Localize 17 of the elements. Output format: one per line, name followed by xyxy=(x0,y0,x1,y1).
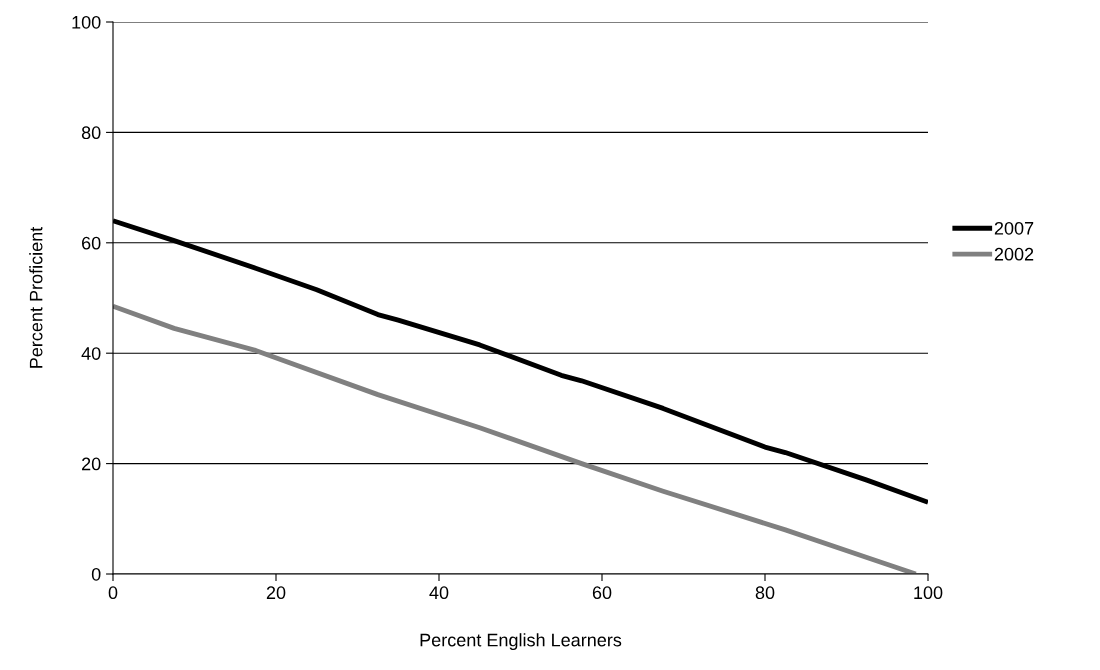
x-tick-label: 80 xyxy=(755,586,775,600)
y-tick-label: 100 xyxy=(72,15,101,29)
y-tick-label: 60 xyxy=(82,236,101,250)
x-tick-label: 40 xyxy=(429,586,449,600)
x-axis-title: Percent English Learners xyxy=(420,633,622,651)
y-axis-title: Percent Proficient xyxy=(29,226,43,368)
legend-label: 2002 xyxy=(994,247,1034,261)
x-tick-label: 20 xyxy=(266,586,286,600)
y-tick-label: 80 xyxy=(81,126,101,140)
y-tick-label: 40 xyxy=(81,347,101,360)
y-tick-label: 0 xyxy=(91,567,101,581)
legend-label: 2007 xyxy=(994,221,1034,235)
x-tick-label: 60 xyxy=(592,586,612,600)
x-tick-label: 0 xyxy=(108,586,118,600)
y-tick-label: 20 xyxy=(82,457,101,471)
line-series xyxy=(113,303,919,574)
x-tick-label: 100 xyxy=(914,586,943,600)
